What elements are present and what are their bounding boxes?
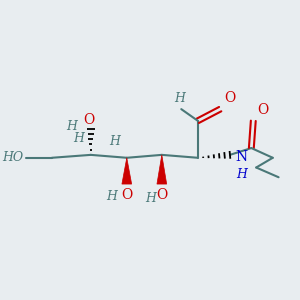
Text: O: O xyxy=(121,188,132,202)
Text: HO: HO xyxy=(2,151,24,164)
Text: H: H xyxy=(110,135,121,148)
Polygon shape xyxy=(157,155,167,184)
Text: O: O xyxy=(224,91,235,105)
Polygon shape xyxy=(122,158,132,184)
Text: H: H xyxy=(174,92,185,105)
Text: H: H xyxy=(236,169,247,182)
Text: H: H xyxy=(145,192,156,205)
Text: H: H xyxy=(74,132,85,145)
Text: O: O xyxy=(156,188,167,202)
Text: H: H xyxy=(66,120,77,133)
Text: N: N xyxy=(236,150,248,164)
Text: O: O xyxy=(257,103,269,117)
Text: O: O xyxy=(83,112,94,127)
Text: H: H xyxy=(106,190,117,203)
